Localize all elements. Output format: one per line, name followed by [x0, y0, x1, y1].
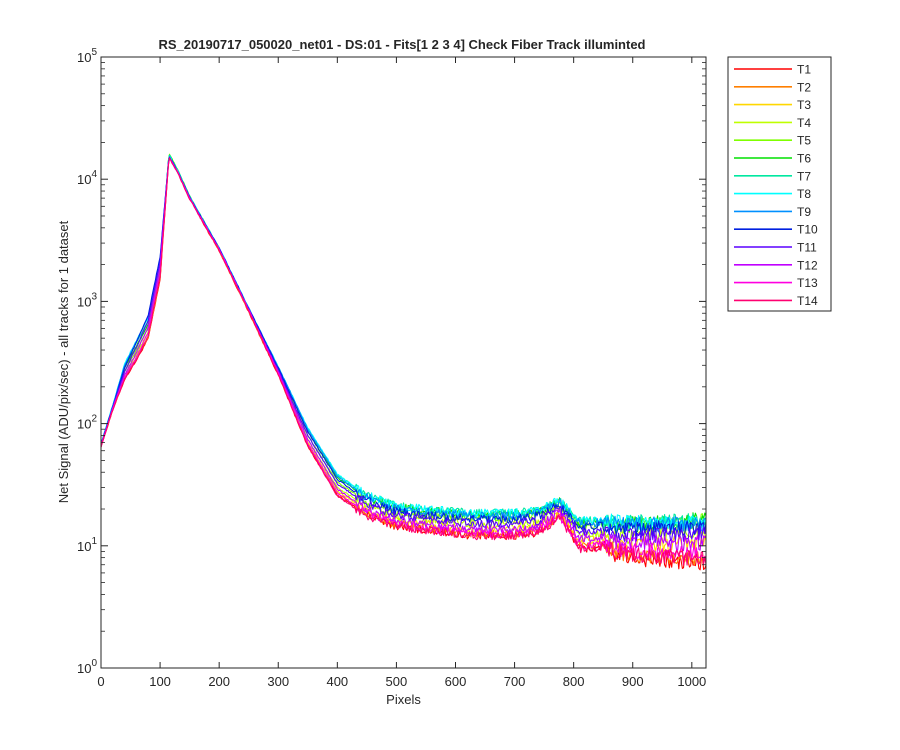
- legend-label: T13: [797, 276, 818, 290]
- legend-label: T14: [797, 294, 818, 308]
- legend-label: T6: [797, 152, 811, 166]
- legend-label: T9: [797, 205, 811, 219]
- y-tick-label: 100: [77, 658, 97, 676]
- legend-label: T10: [797, 223, 818, 237]
- y-tick-label: 105: [77, 47, 97, 65]
- legend-box: [727, 56, 832, 312]
- legend-label: T5: [797, 134, 811, 148]
- x-tick-label: 900: [622, 674, 644, 689]
- plot-area: [101, 57, 706, 668]
- x-tick-label: 800: [563, 674, 585, 689]
- x-tick-label: 400: [326, 674, 348, 689]
- y-axis-label: Net Signal (ADU/pix/sec) - all tracks fo…: [56, 220, 71, 503]
- plot-frame: [100, 56, 707, 669]
- x-tick-label: 100: [149, 674, 171, 689]
- legend-label: T12: [797, 258, 818, 272]
- x-tick-label: 700: [504, 674, 526, 689]
- x-axis-label: Pixels: [386, 692, 421, 707]
- legend-label: T8: [797, 187, 811, 201]
- x-tick-label: 500: [386, 674, 408, 689]
- x-tick-label: 200: [208, 674, 230, 689]
- legend: T1 T2 T3 T4 T5 T6 T7 T8 T9 T10 T11 T12 T13 T14: [727, 56, 832, 312]
- tick-layer: 0 100 200 300 400 500 600 700 800 900 100010010110…: [77, 47, 706, 689]
- y-tick-label: 102: [77, 414, 97, 432]
- y-tick-label: 104: [77, 169, 97, 187]
- x-tick-label: 1000: [677, 674, 706, 689]
- legend-label: T2: [797, 80, 811, 94]
- legend-label: T3: [797, 98, 811, 112]
- series-line-t14: [100, 157, 707, 566]
- chart-title: RS_20190717_050020_net01 - DS:01 - Fits[…: [158, 37, 645, 52]
- y-tick-label: 103: [77, 291, 97, 309]
- y-tick-label: 101: [77, 536, 97, 554]
- legend-label: T11: [797, 241, 817, 255]
- legend-label: T7: [797, 169, 811, 183]
- x-tick-label: 600: [445, 674, 467, 689]
- legend-label: T4: [797, 116, 811, 130]
- series-layer: [100, 153, 707, 571]
- x-tick-label: 300: [267, 674, 289, 689]
- x-tick-label: 0: [97, 674, 104, 689]
- legend-label: T1: [797, 63, 811, 77]
